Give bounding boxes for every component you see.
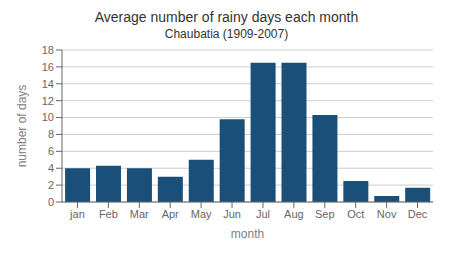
html-text:Average number of rainy days e: Average number of rainy days each month — [94, 9, 359, 25]
svg-text:14: 14 — [42, 78, 54, 90]
svg-text:Feb: Feb — [99, 208, 118, 220]
svg-text:8: 8 — [48, 128, 54, 140]
svg-text:Jul: Jul — [256, 208, 270, 220]
svg-text:18: 18 — [42, 44, 54, 56]
svg-text:Nov: Nov — [377, 208, 397, 220]
svg-text:Dec: Dec — [408, 208, 428, 220]
svg-text:number of days: number of days — [15, 85, 29, 168]
svg-text:2: 2 — [48, 179, 54, 191]
svg-text:Jun: Jun — [223, 208, 241, 220]
svg-text:12: 12 — [42, 95, 54, 107]
svg-text:Sep: Sep — [315, 208, 335, 220]
svg-text:Aug: Aug — [284, 208, 304, 220]
svg-text:10: 10 — [42, 111, 54, 123]
svg-text:Oct: Oct — [347, 208, 364, 220]
svg-text:May: May — [191, 208, 212, 220]
svg-text:Mar: Mar — [130, 208, 149, 220]
svg-text:Apr: Apr — [162, 208, 179, 220]
svg-text:6: 6 — [48, 145, 54, 157]
svg-text:16: 16 — [42, 61, 54, 73]
svg-text:0: 0 — [48, 196, 54, 208]
svg-text:month: month — [231, 227, 264, 241]
html-text:Chaubatia (1909-2007): Chaubatia (1909-2007) — [164, 27, 289, 41]
svg-text:jan: jan — [69, 208, 85, 220]
svg-text:4: 4 — [48, 162, 54, 174]
